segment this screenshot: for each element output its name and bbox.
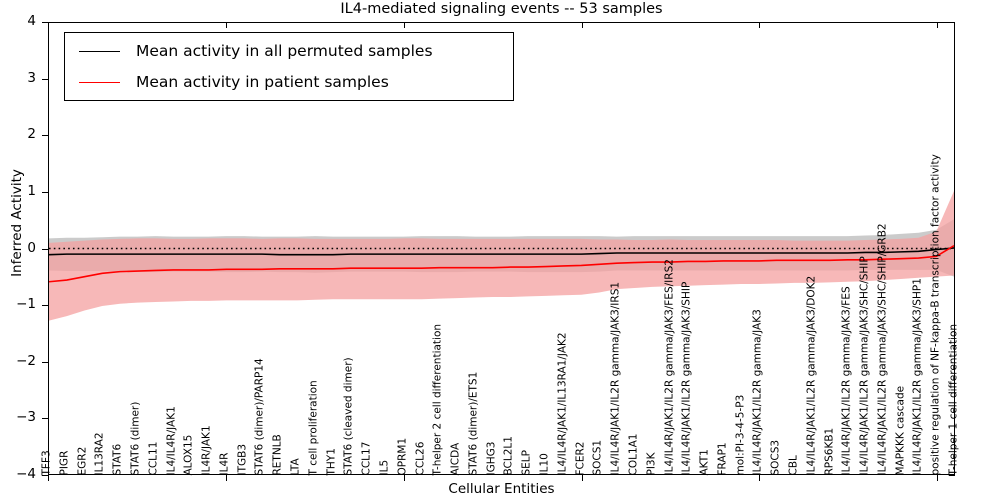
y-tick-mark xyxy=(42,78,48,80)
confidence-band-patient xyxy=(49,190,954,321)
legend-swatch-permuted xyxy=(79,50,120,52)
line-permuted-mean xyxy=(49,247,954,256)
y-tick-label: 1 xyxy=(27,182,36,199)
x-tick-mark-top xyxy=(48,22,49,28)
y-tick-mark-right xyxy=(949,475,955,476)
legend-entry-permuted: Mean activity in all permuted samples xyxy=(65,37,433,65)
legend-label-patient: Mean activity in patient samples xyxy=(136,73,389,91)
y-tick-mark xyxy=(42,305,48,307)
y-tick-mark xyxy=(42,135,48,137)
y-tick-mark xyxy=(42,418,48,420)
y-tick-label: −3 xyxy=(16,409,36,426)
y-tick-label: 2 xyxy=(27,126,36,143)
line-patient-mean xyxy=(49,245,954,283)
legend-swatch-patient xyxy=(79,81,120,83)
x-tick-mark-top xyxy=(759,22,761,28)
x-tick-mark xyxy=(48,475,49,481)
y-tick-mark xyxy=(42,361,48,363)
y-tick-label: −4 xyxy=(16,466,36,482)
legend-entry-patient: Mean activity in patient samples xyxy=(65,68,389,96)
legend: Mean activity in all permuted samples Me… xyxy=(64,32,514,101)
x-tick-mark-top xyxy=(225,22,227,28)
plot-canvas xyxy=(49,190,954,321)
x-tick-mark-top xyxy=(937,22,939,28)
y-tick-label: 3 xyxy=(27,69,36,86)
y-tick-mark xyxy=(42,22,48,23)
x-tick-mark-top xyxy=(581,22,583,28)
x-tick-mark xyxy=(225,475,227,481)
x-axis-label: Cellular Entities xyxy=(448,481,555,497)
y-tick-mark xyxy=(42,475,48,476)
x-tick-mark xyxy=(581,475,583,481)
x-tick-mark xyxy=(403,475,405,481)
y-tick-label: 0 xyxy=(27,239,36,256)
y-tick-label: 4 xyxy=(27,13,36,29)
y-tick-label: −1 xyxy=(16,296,36,313)
x-tick-mark-top xyxy=(403,22,405,28)
chart-title: IL4-mediated signaling events -- 53 samp… xyxy=(340,1,663,17)
legend-label-permuted: Mean activity in all permuted samples xyxy=(136,42,433,60)
y-tick-label: −2 xyxy=(16,352,36,369)
y-tick-mark xyxy=(42,248,48,250)
x-tick-mark xyxy=(759,475,761,481)
y-tick-mark xyxy=(42,191,48,193)
x-tick-mark xyxy=(937,475,939,481)
